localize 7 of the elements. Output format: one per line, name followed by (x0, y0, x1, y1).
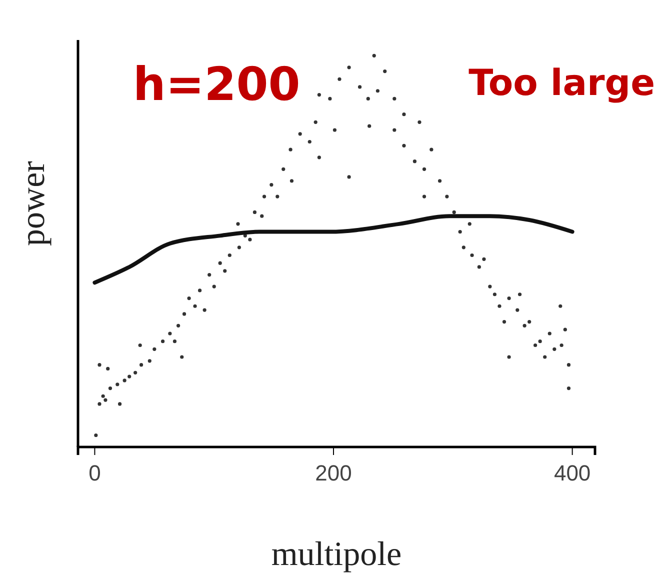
annotation: h=200 (133, 57, 300, 111)
x-tick-label: 200 (315, 460, 352, 486)
x-tick-label: 400 (554, 460, 591, 486)
x-axis-title: multipole (271, 536, 402, 573)
y-axis-title: power (15, 160, 52, 246)
x-tick-label: 0 (88, 460, 101, 486)
annotation: Too large (468, 63, 655, 104)
